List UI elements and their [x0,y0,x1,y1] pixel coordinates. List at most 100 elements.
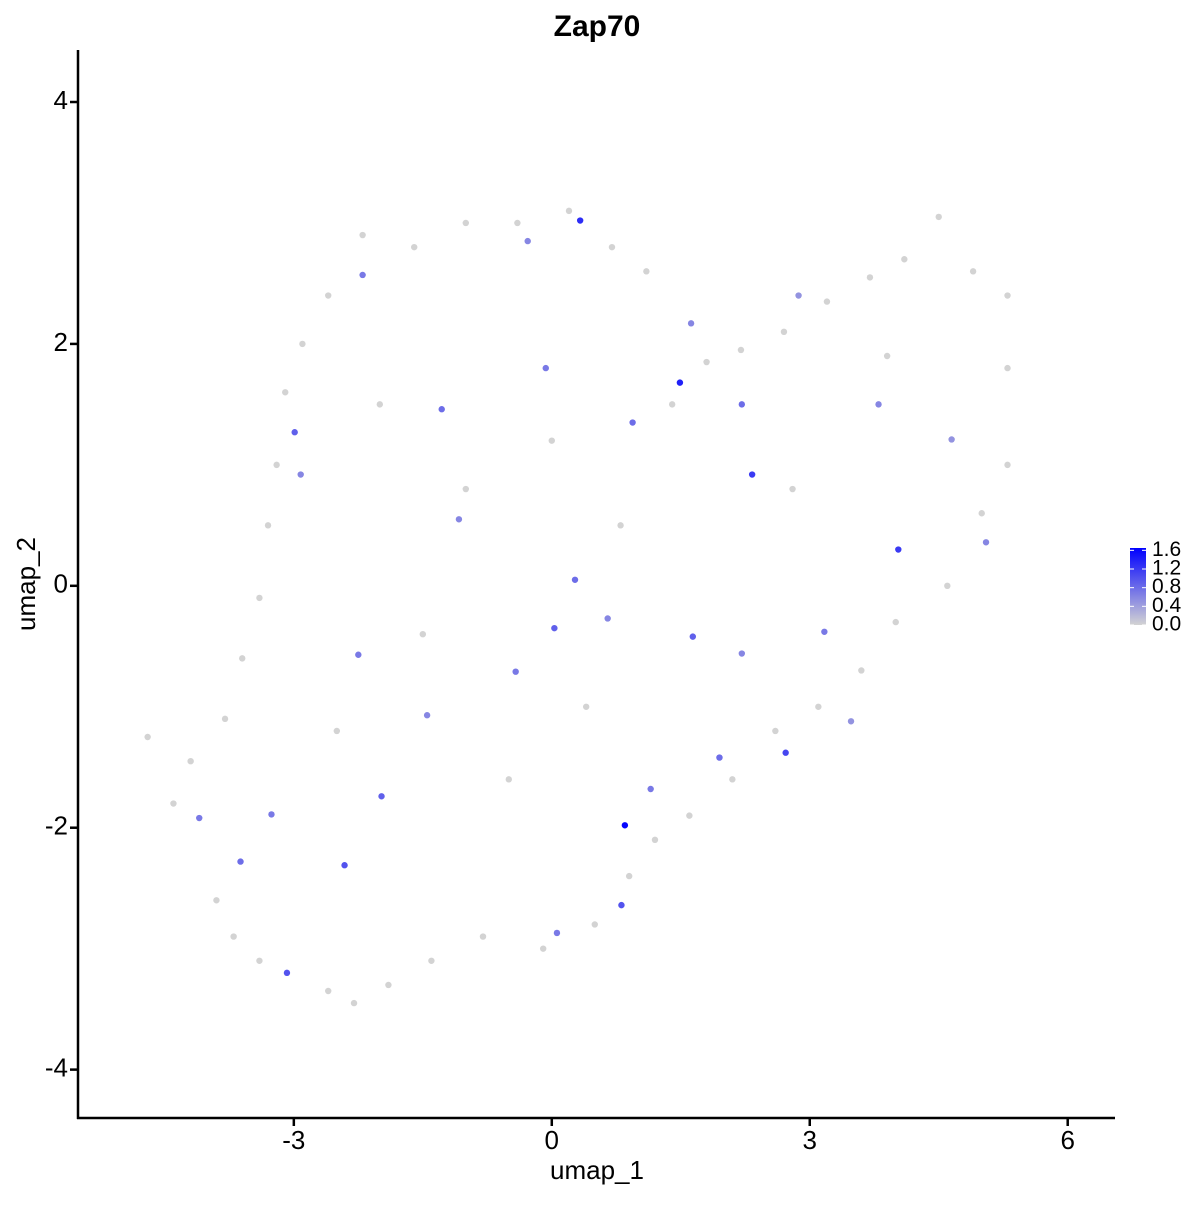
point [821,628,828,635]
x-tick-label: 6 [1060,1125,1074,1155]
point [789,485,796,493]
point [772,727,779,735]
color-tick-label: 0.8 [1152,575,1181,598]
point [256,957,263,964]
point [780,328,788,336]
chart-title: Zap70 [554,10,641,43]
point [625,872,633,880]
point [385,981,392,989]
point [604,615,611,622]
y-tick-label: 4 [54,85,68,115]
point [264,522,272,529]
point [703,358,710,366]
y-tick-label: 2 [54,327,68,357]
point [617,522,624,529]
point [237,858,244,865]
y-tick-label: 0 [54,569,68,599]
point [455,516,463,523]
point [629,419,636,426]
point [883,352,891,360]
x-tick-label: -3 [282,1125,305,1155]
point [505,776,512,783]
point [716,754,723,761]
point [221,715,229,723]
point [738,650,746,657]
point [1004,292,1011,299]
point [325,292,332,299]
point [423,712,431,719]
point [273,461,280,469]
point [823,298,831,305]
y-tick-label: -4 [45,1052,68,1082]
point [239,655,246,662]
color-tick-label: 1.2 [1152,557,1181,580]
point [268,811,275,818]
point [378,793,385,800]
point [668,401,676,408]
point [795,292,802,299]
point [608,243,616,251]
point [1004,461,1011,469]
y-tick-label: -2 [45,811,68,841]
point [419,630,427,638]
point [359,271,366,279]
point [196,814,203,822]
point [291,429,298,436]
point [213,897,220,904]
point [144,733,151,741]
point [748,471,756,478]
point [582,703,590,710]
x-tick-label: 3 [803,1125,817,1155]
point [359,231,366,239]
point [969,268,977,275]
point [350,999,358,1007]
point [230,933,237,940]
point [462,485,470,493]
point [462,219,470,227]
point [376,401,384,408]
point [553,929,561,937]
y-axis-label: umap_2 [11,537,41,631]
point [738,401,746,408]
point [782,749,789,756]
point [866,274,874,281]
point [1004,364,1011,372]
point [618,901,625,909]
point [297,471,304,478]
color-tick-label: 0.4 [1152,594,1182,617]
point [689,633,697,640]
point [438,406,445,413]
point [524,237,531,245]
point [982,539,990,546]
point [256,594,263,602]
point [355,651,362,658]
point [591,921,598,928]
point [187,757,194,765]
color-tick-label: 0.0 [1152,613,1181,636]
color-bar [1130,548,1146,625]
point [621,822,629,829]
point [901,256,908,263]
point [539,945,547,952]
point [858,667,865,674]
point [737,346,745,354]
point [676,379,684,386]
point [551,624,558,632]
point [729,776,736,783]
point [514,219,521,227]
point [576,217,584,224]
point [847,718,855,725]
point [895,546,902,553]
point [643,268,650,275]
point [542,364,549,372]
point [283,969,291,977]
point [170,800,177,807]
x-axis-label: umap_1 [550,1155,644,1185]
color-tick-label: 1.6 [1152,538,1181,561]
point [333,727,341,735]
point [325,987,332,995]
point [948,436,955,443]
point [815,703,822,710]
point [548,437,555,444]
